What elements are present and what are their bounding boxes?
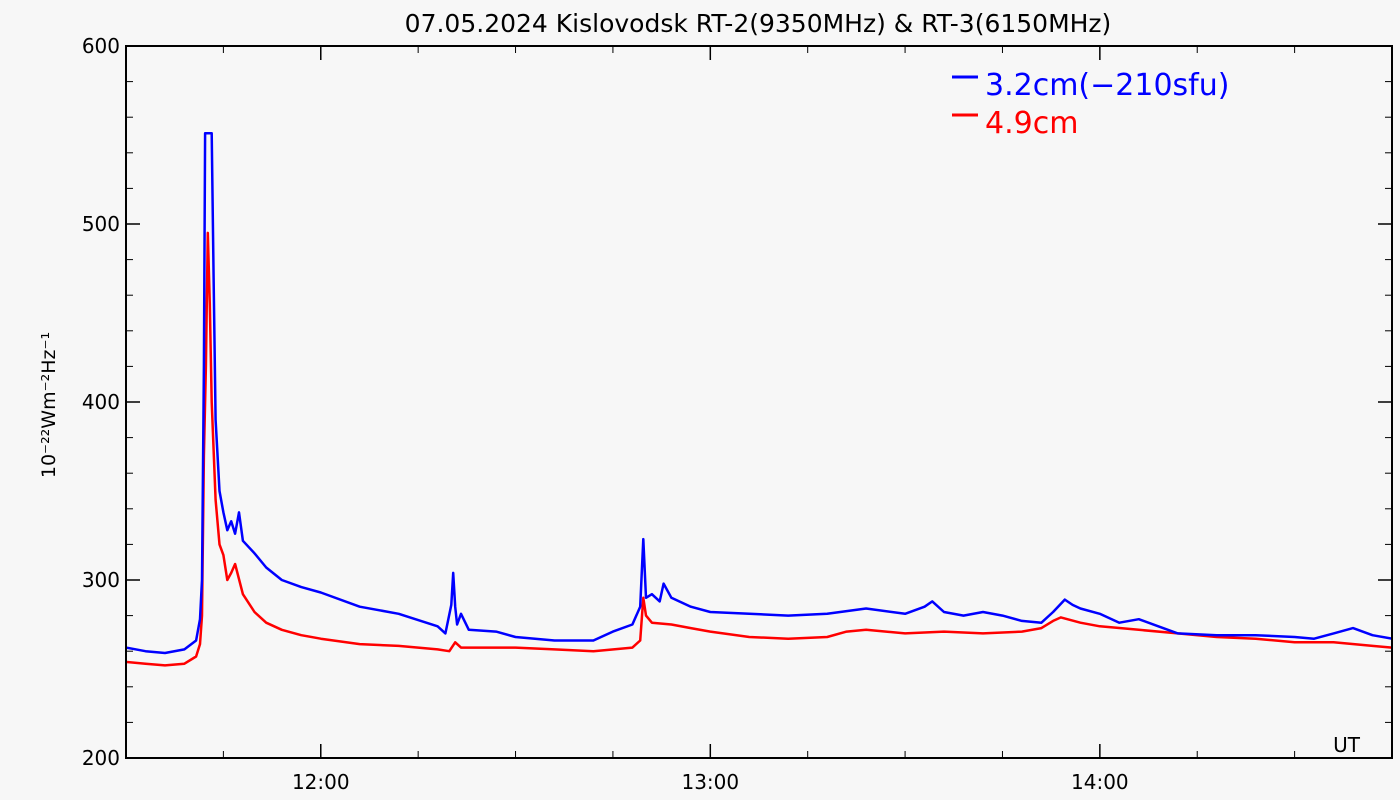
- legend: 3.2cm(−210sfu)4.9cm: [952, 68, 1229, 141]
- y-tick-label: 600: [82, 34, 120, 58]
- series-layer: [126, 131, 1392, 667]
- y-tick-label: 500: [82, 212, 120, 236]
- series-line-blue: [126, 131, 1392, 655]
- y-tick-label: 200: [82, 746, 120, 770]
- axis-ticks: 200 300 400 500 600 12:00 13:00 14:00: [82, 34, 1393, 794]
- legend-label: 3.2cm(−210sfu): [985, 68, 1229, 103]
- x-tick-label: 14:00: [1071, 770, 1129, 794]
- y-tick-label: 300: [82, 568, 120, 592]
- legend-label: 4.9cm: [985, 106, 1078, 141]
- x-tick-label: 13:00: [681, 770, 739, 794]
- plot-frame: [125, 45, 1393, 759]
- x-tick-label: 12:00: [292, 770, 350, 794]
- y-axis-label: 10⁻²²Wm⁻²Hz⁻¹: [38, 332, 60, 478]
- y-tick-label: 400: [82, 390, 120, 414]
- series-line-red: [126, 231, 1392, 667]
- x-axis-corner-label: UT: [1333, 733, 1361, 757]
- chart-title: 07.05.2024 Kislovodsk RT-2(9350MHz) & RT…: [405, 9, 1112, 38]
